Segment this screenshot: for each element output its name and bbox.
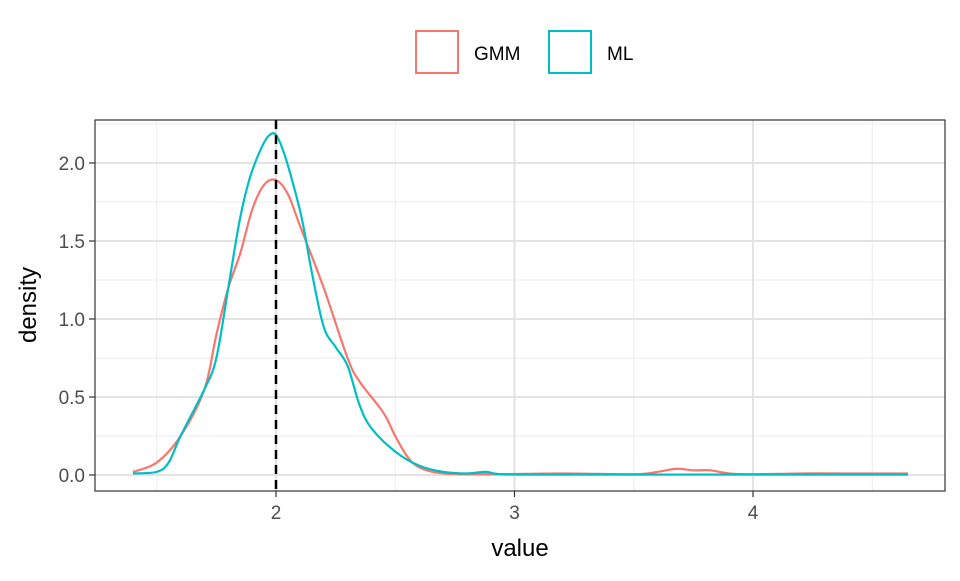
y-tick-label: 1.0 bbox=[59, 310, 85, 331]
series-lines bbox=[132, 120, 909, 491]
y-tick-label: 0.0 bbox=[59, 466, 85, 487]
series-line-ml bbox=[132, 132, 909, 476]
x-tick-label: 3 bbox=[509, 503, 520, 524]
series-line-gmm bbox=[132, 178, 909, 476]
legend-label-ml: ML bbox=[607, 44, 633, 65]
y-tick-label: 2.0 bbox=[59, 154, 85, 175]
plot-panel-border bbox=[94, 119, 946, 492]
x-tick-label: 2 bbox=[271, 503, 282, 524]
y-tick-label: 1.5 bbox=[59, 232, 85, 253]
legend-key-gmm bbox=[415, 30, 459, 74]
axes: 2 3 4 0.0 0.5 1.0 1.5 2.0 bbox=[59, 154, 759, 524]
x-tick-label: 4 bbox=[748, 503, 759, 524]
x-axis-label: value bbox=[491, 535, 548, 562]
legend-key-ml bbox=[548, 30, 592, 74]
legend-label-gmm: GMM bbox=[474, 44, 520, 65]
y-axis-label: density bbox=[15, 267, 42, 343]
y-tick-label: 0.5 bbox=[59, 388, 85, 409]
legend: GMM ML bbox=[415, 30, 633, 74]
